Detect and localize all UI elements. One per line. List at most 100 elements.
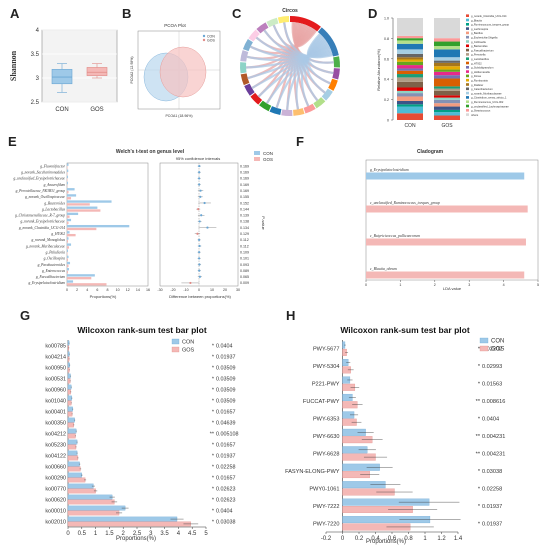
panel-e-pvalue: 0.169 <box>240 189 249 193</box>
panel-d-legend-swatch <box>466 78 469 82</box>
panel-e-right-xtick: -30 <box>157 288 162 292</box>
panel-g-category-label: ko00401 <box>45 410 66 416</box>
panel-g-xtick: 2 <box>122 531 126 537</box>
panel-e-bar-gos <box>67 197 72 200</box>
panel-e-diff-point <box>199 195 202 198</box>
panel-b-legend-gos: GOS <box>207 39 215 43</box>
panel-e-pvalue: 0.065 <box>240 275 249 279</box>
panel-h-category-label: FUCCAT-PWY <box>303 399 340 405</box>
panel-g-xtick: 4.5 <box>188 531 197 537</box>
panel-e-diff-point <box>189 281 192 285</box>
panel-g-xtick: 3 <box>149 531 153 537</box>
panel-c-segment <box>240 73 250 86</box>
panel-c-segment <box>242 39 253 52</box>
panel-d-stack-segment <box>397 49 423 54</box>
panel-g-legend-con: CON <box>182 340 194 346</box>
panel-d-stack-segment <box>434 57 460 61</box>
panel-g-category-label: ko02010 <box>45 520 66 526</box>
panel-e-bar-gos <box>67 221 69 225</box>
panel-e-category-label: g_norank_Oscillospiraceae <box>25 195 65 199</box>
panel-d-legend-label: g_Ruminococcus_torques_group <box>471 23 510 27</box>
panel-e-category-label: g_Prevotellaceae_NK3B31_group <box>16 189 66 193</box>
panel-c-ring <box>240 16 341 116</box>
panel-d-legend-swatch <box>466 113 469 116</box>
panel-d-stack-segment <box>434 97 460 100</box>
panel-e-bar-gos <box>67 227 97 231</box>
panel-d-ytick: 0.8 <box>384 37 389 41</box>
panel-a-ytick: 3.5 <box>31 52 40 58</box>
panel-e-xlabel-right: Difference between proportions(%) <box>169 294 231 299</box>
panel-d-stack-segment <box>397 77 423 82</box>
panel-h-xtick: 0.8 <box>404 536 413 542</box>
panel-b-title: PCOA Plot <box>164 23 186 28</box>
panel-c-segment <box>266 17 279 28</box>
panel-g-bar-con <box>67 494 113 500</box>
panel-e-bar-con <box>67 280 74 283</box>
panel-d-xtick-gos: GOS <box>441 123 453 129</box>
panel-e-bar-gos <box>67 215 70 218</box>
panel-g-category-label: ko04214 <box>45 355 66 361</box>
panel-g-bar-con <box>67 395 73 401</box>
panel-d-legend-label: g_Escherichia-Shigella <box>471 36 498 40</box>
panel-g-category-label: ko05230 <box>45 443 66 449</box>
panel-g-star: * <box>212 498 215 504</box>
panel-e-ylabel-right: P-value <box>261 216 266 230</box>
panel-f-category-label: c_unclassified_Ruminococcus_torques_grou… <box>370 201 440 205</box>
panel-d-legend-swatch <box>466 109 469 112</box>
panel-g-bar-con <box>67 428 77 434</box>
panel-e-bar-con <box>67 224 130 228</box>
panel-b-legend-gos-marker <box>202 38 206 42</box>
panel-h-pvalue: 0.02258 <box>482 486 502 492</box>
panel-h-pvalue: 0.02202 <box>482 347 502 353</box>
panel-g-category-label: ko00350 <box>45 421 66 427</box>
panel-e-diff-point <box>200 214 203 217</box>
panel-f-xtick: 3 <box>468 283 470 287</box>
panel-a-ytick: 3 <box>36 76 40 82</box>
panel-e-pvalue: 0.155 <box>240 195 249 199</box>
panel-h-pvalue: 0.01563 <box>482 382 502 388</box>
panel-b-legend-con-marker <box>202 34 206 38</box>
panel-d-stack-segment <box>397 57 423 60</box>
panel-h-xtick: 1.4 <box>454 536 463 542</box>
panel-g-bar-gos <box>67 411 73 417</box>
panel-a-yticks: 2.5 3 3.5 4 <box>31 28 40 106</box>
panel-c-segment <box>269 106 282 116</box>
panel-d-stack-segment <box>397 106 423 114</box>
panel-g-star: ** <box>210 432 215 438</box>
panel-g-category-label: ko00770 <box>45 487 66 493</box>
panel-e-bar-gos <box>67 172 68 175</box>
panel-d-stack-segment <box>397 104 423 107</box>
panel-d-stack-segment <box>434 88 460 91</box>
panel-e-category-label: g_Anaerofilum <box>44 183 66 187</box>
panel-d-stack-segment <box>434 106 460 110</box>
panel-d-legend-swatch <box>466 31 469 35</box>
panel-f-plot: 0 1 2 3 4 5 g_Erysipelatoclostridium c_unclassi… <box>365 159 539 287</box>
panel-a: A 2.5 3 3.5 4 Shannon CON GOS <box>9 6 118 113</box>
panel-a-box-con <box>51 69 73 85</box>
panel-e-bar-con <box>67 194 77 197</box>
panel-g-xtick: 0.5 <box>78 531 87 537</box>
panel-h-pvalue: 0.008616 <box>482 399 505 405</box>
panel-e-pvalue: 0.129 <box>240 232 249 236</box>
panel-d-xtick-con: CON <box>404 123 416 129</box>
panel-e-category-label: g_Erysipelatoclostridium <box>28 281 65 285</box>
panel-d-stack-segment <box>434 49 460 58</box>
panel-d-legend-label: g_Clostridium_sensu_stricto_1 <box>471 96 507 100</box>
panel-e-legend-gos: GOS <box>263 157 273 162</box>
panel-c-segment <box>290 16 321 32</box>
panel-g-star: * <box>212 520 215 526</box>
panel-g-star: * <box>212 344 215 350</box>
panel-d-stack-segment <box>434 46 460 50</box>
panel-d-stack-segment <box>434 95 460 98</box>
panel-e-pvalue: 0.169 <box>240 183 249 187</box>
panel-h-star: * <box>478 417 481 423</box>
panel-g: G Wilcoxon rank-sum test bar plot 0 0.5 1 1… <box>20 308 238 542</box>
panel-e-category-label: g_Enterococcus <box>42 269 66 273</box>
panel-d-legend-swatch <box>466 70 469 73</box>
panel-g-category-label: ko00950 <box>45 366 66 372</box>
panel-e-bar-con <box>67 181 69 185</box>
panel-h-letter: H <box>286 308 295 323</box>
panel-h-xtick: 0.2 <box>355 536 364 542</box>
